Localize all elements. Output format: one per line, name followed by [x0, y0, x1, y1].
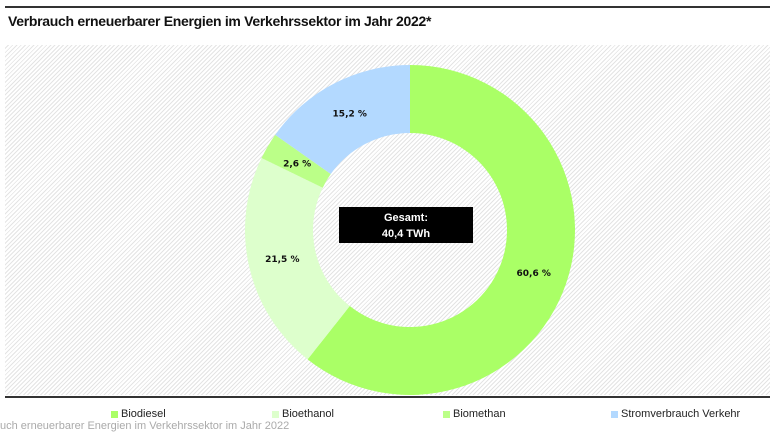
legend-label: Stromverbrauch Verkehr [621, 408, 741, 420]
legend-label: Biodiesel [121, 408, 166, 420]
bottom-rule [5, 396, 770, 398]
legend-item-biomethan: Biomethan [443, 408, 506, 420]
total-label-line2: 40,4 TWh [381, 228, 431, 240]
legend-swatch [611, 410, 618, 418]
slice-biomethan [261, 134, 331, 188]
slice-biodiesel [307, 65, 575, 396]
total-label-line1: Gesamt: [383, 212, 429, 224]
slice-bioethanol [245, 158, 350, 360]
legend-swatch [443, 410, 450, 418]
legend-item-strom: Stromverbrauch Verkehr [611, 408, 740, 420]
top-rule [5, 6, 770, 8]
legend-swatch [272, 410, 279, 418]
legend-item-bioethanol: Bioethanol [272, 408, 334, 420]
data-label: 60,6 % [517, 269, 551, 279]
caption: uch erneuerbarer Energien im Verkehrssek… [0, 420, 290, 432]
legend-swatch [111, 410, 118, 418]
legend-label: Bioethanol [282, 408, 334, 420]
slice-stromverbrauch-verkehr [275, 65, 410, 175]
data-label: 21,5 % [265, 255, 299, 265]
legend-label: Biomethan [453, 408, 506, 420]
total-label: Gesamt: 40,4 TWh [339, 207, 473, 243]
legend-item-biodiesel: Biodiesel [111, 408, 166, 420]
data-label: 2,6 % [283, 159, 311, 169]
data-label: 15,2 % [333, 110, 367, 120]
chart-title: Verbrauch erneuerbarer Energien im Verke… [8, 13, 432, 29]
